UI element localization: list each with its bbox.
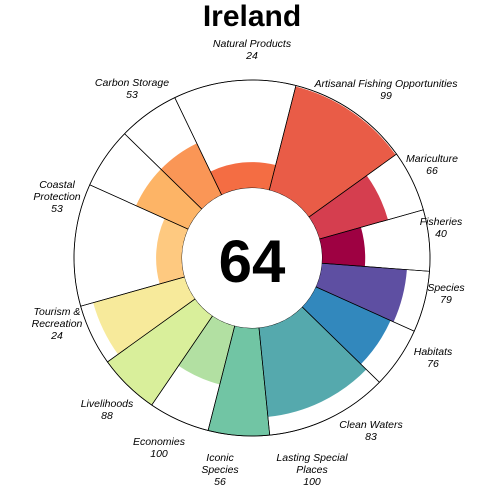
petal-lasting-special-places: [208, 325, 270, 437]
petal-habitats: [302, 286, 391, 365]
center-circle: [182, 188, 322, 328]
petal-species: [315, 263, 407, 322]
petal-labels: Natural Products 24 Artisanal Fishing Oppo…: [32, 38, 466, 488]
outer-ring: [73, 79, 431, 437]
petal-carbon-storage: [160, 143, 222, 210]
label-tourism-and-recreation: Tourism & Recreation 24: [32, 306, 83, 342]
center-score: 64: [219, 228, 286, 295]
petal-artisanal-fishing-opportunities: [269, 86, 396, 218]
petal-mariculture: [308, 175, 388, 240]
label-carbon-storage: Carbon Storage 53: [95, 77, 169, 101]
petal-iconic-species: [178, 315, 235, 385]
label-iconic-species: Iconic Species 56: [201, 452, 239, 488]
petal-economies: [107, 298, 213, 406]
label-natural-products: Natural Products 24: [213, 38, 292, 62]
label-fisheries: Fisheries 40: [420, 216, 463, 240]
petal-livelihoods: [93, 276, 196, 355]
label-habitats: Habitats 76: [414, 346, 453, 370]
petal-tourism-and-recreation: [156, 218, 189, 284]
petals-group: [93, 86, 407, 437]
label-clean-waters: Clean Waters 83: [339, 419, 403, 443]
chart-title: Ireland: [203, 0, 301, 33]
label-mariculture: Mariculture 66: [406, 153, 458, 177]
label-artisanal-fishing-opportunities: Artisanal Fishing Opportunities 99: [314, 78, 459, 102]
petal-coastal-protection: [136, 169, 202, 230]
label-coastal-protection: Coastal Protection 53: [33, 179, 80, 215]
label-species: Species 79: [427, 282, 465, 306]
petal-clean-waters: [258, 306, 367, 417]
label-livelihoods: Livelihoods 88: [81, 398, 134, 422]
petal-fisheries: [319, 227, 366, 267]
label-economies: Economies 100: [133, 436, 186, 460]
petal-natural-products: [210, 162, 276, 195]
label-lasting-special-places: Lasting Special Places 100: [276, 452, 348, 488]
